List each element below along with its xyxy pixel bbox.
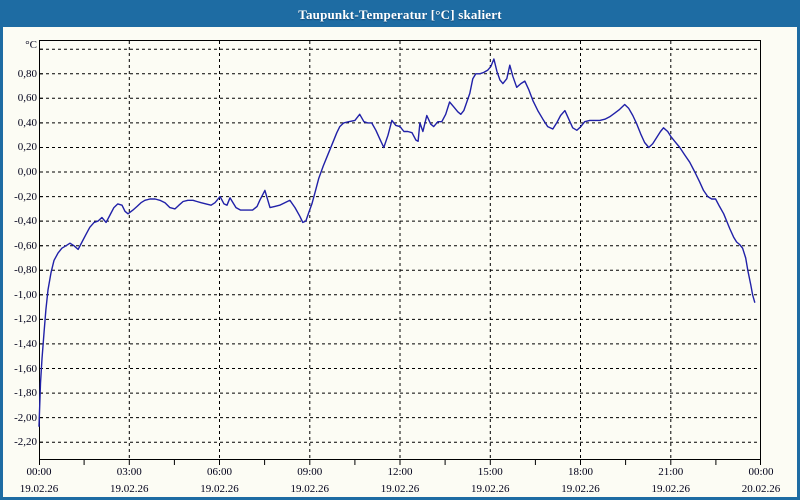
x-axis-time-label: 18:00 — [567, 466, 594, 478]
plot-border — [39, 40, 761, 460]
x-axis-date-label: 19.02.26 — [380, 483, 420, 495]
x-axis-date-label: 20.02.26 — [741, 483, 781, 495]
chart-title-bar: Taupunkt-Temperatur [°C] skaliert — [3, 3, 797, 27]
y-axis-label: -2,00 — [14, 411, 37, 424]
chart-canvas — [38, 40, 761, 465]
x-axis-time-label: 00:00 — [748, 466, 774, 478]
y-axis-label: 0,20 — [17, 141, 37, 154]
x-axis-date-label: 19.02.26 — [290, 483, 330, 495]
y-axis-label: -0,80 — [14, 264, 37, 277]
temperature-line — [38, 58, 756, 427]
chart-title: Taupunkt-Temperatur [°C] skaliert — [298, 7, 502, 22]
x-axis-date-label: 19.02.26 — [200, 483, 239, 495]
y-axis-label: 0,00 — [17, 166, 37, 179]
x-axis-date-label: 19.02.26 — [471, 483, 510, 495]
x-axis-date-label: 19.02.26 — [651, 483, 691, 495]
y-axis-unit-label: °C — [25, 39, 37, 51]
x-axis-time-label: 15:00 — [477, 466, 503, 478]
y-axis-label: -1,40 — [14, 337, 37, 350]
y-axis-label: 0,40 — [17, 116, 37, 129]
y-axis-label: 0,80 — [17, 67, 37, 80]
x-axis-time-label: 09:00 — [297, 466, 323, 478]
y-axis-label: -0,60 — [14, 239, 37, 252]
y-axis-label: -1,00 — [14, 288, 37, 301]
y-axis-label: -0,20 — [14, 190, 37, 203]
x-axis-time-label: 06:00 — [206, 466, 233, 478]
x-axis-date-label: 19.02.26 — [110, 483, 149, 495]
x-axis-time-label: 03:00 — [116, 466, 142, 478]
x-axis-time-label: 21:00 — [658, 466, 684, 478]
y-axis-label: -1,80 — [14, 387, 37, 400]
plot-area — [38, 40, 761, 465]
y-axis-label: -1,20 — [14, 313, 37, 326]
x-axis-time-label: 00:00 — [26, 466, 52, 478]
y-axis-label: -1,60 — [14, 362, 37, 375]
y-axis-label: -2,20 — [14, 436, 37, 449]
x-axis-date-label: 19.02.26 — [561, 483, 600, 495]
x-axis-time-label: 12:00 — [387, 466, 413, 478]
x-axis-date-label: 19.02.26 — [19, 483, 59, 495]
y-axis-label: 0,60 — [17, 92, 37, 105]
y-axis-label: -0,40 — [14, 215, 37, 228]
